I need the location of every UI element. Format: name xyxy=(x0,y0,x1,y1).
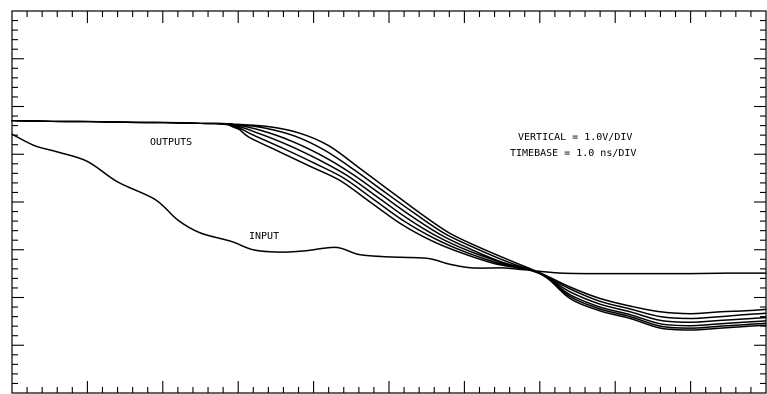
output-trace-6 xyxy=(11,120,767,331)
output-trace-3 xyxy=(11,120,767,324)
graticule-ticks xyxy=(12,11,766,393)
output-trace-5 xyxy=(11,120,767,329)
graticule-frame xyxy=(11,10,767,394)
waveform-traces xyxy=(11,120,767,331)
output-trace-1 xyxy=(11,120,767,315)
outputs-label: OUTPUTS xyxy=(150,137,192,148)
input-label: INPUT xyxy=(249,231,279,242)
input-trace xyxy=(11,133,767,275)
output-trace-2 xyxy=(11,120,767,320)
output-trace-4 xyxy=(11,120,767,327)
vertical-scale-label: VERTICAL = 1.0V/DIV xyxy=(518,132,632,143)
timebase-scale-label: TIMEBASE = 1.0 ns/DIV xyxy=(510,148,636,159)
